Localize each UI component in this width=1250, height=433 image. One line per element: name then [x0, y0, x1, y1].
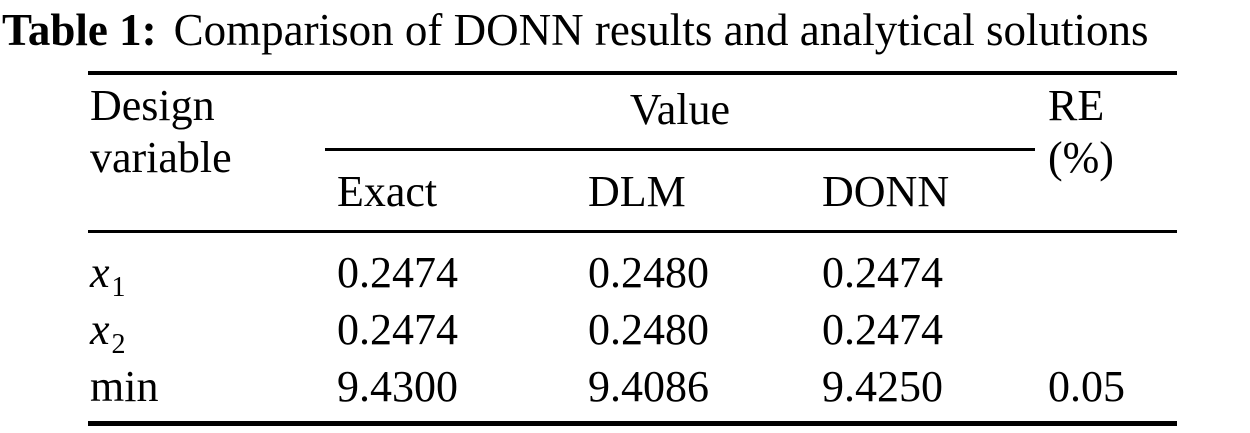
table-caption-text: Comparison of DONN results and analytica… — [173, 5, 1149, 55]
row-variable: x1 — [90, 248, 126, 302]
table-caption: Table 1: Comparison of DONN results and a… — [2, 4, 1149, 56]
column-header-re-line1: RE — [1048, 81, 1105, 130]
value-group-underline-rule — [325, 148, 1035, 151]
variable-subscript: 1 — [111, 272, 126, 303]
column-header-exact: Exact — [337, 167, 438, 216]
table-bottom-rule — [88, 421, 1177, 426]
cell-dlm: 0.2480 — [588, 248, 709, 297]
cell-re: 0.05 — [1048, 362, 1125, 411]
table-row: x1 0.2474 0.2480 0.2474 — [0, 248, 1250, 304]
row-variable: x2 — [90, 305, 126, 359]
column-header-design-line1: Design — [90, 81, 215, 130]
cell-donn: 9.4250 — [822, 362, 943, 411]
cell-exact: 0.2474 — [337, 248, 458, 297]
variable-name: x — [90, 305, 110, 354]
table-caption-label: Table 1: — [2, 5, 157, 55]
variable-name: x — [90, 248, 110, 297]
table-row: min 9.4300 9.4086 9.4250 0.05 — [0, 362, 1250, 418]
column-header-design-line2: variable — [90, 133, 232, 182]
column-group-header-value: Value — [629, 85, 731, 134]
table-top-rule — [88, 71, 1177, 75]
column-header-re: RE (%) — [1048, 80, 1114, 184]
variable-subscript: 2 — [111, 329, 126, 360]
cell-donn: 0.2474 — [822, 305, 943, 354]
table-row: x2 0.2474 0.2480 0.2474 — [0, 305, 1250, 361]
column-header-donn: DONN — [822, 167, 950, 216]
column-header-dlm: DLM — [588, 167, 686, 216]
cell-exact: 9.4300 — [337, 362, 458, 411]
cell-dlm: 0.2480 — [588, 305, 709, 354]
header-bottom-rule — [88, 230, 1177, 233]
row-variable: min — [90, 362, 160, 412]
variable-name: min — [90, 362, 159, 411]
cell-donn: 0.2474 — [822, 248, 943, 297]
column-header-design-variable: Design variable — [90, 80, 232, 184]
cell-exact: 0.2474 — [337, 305, 458, 354]
cell-dlm: 9.4086 — [588, 362, 709, 411]
column-header-re-line2: (%) — [1048, 133, 1114, 182]
